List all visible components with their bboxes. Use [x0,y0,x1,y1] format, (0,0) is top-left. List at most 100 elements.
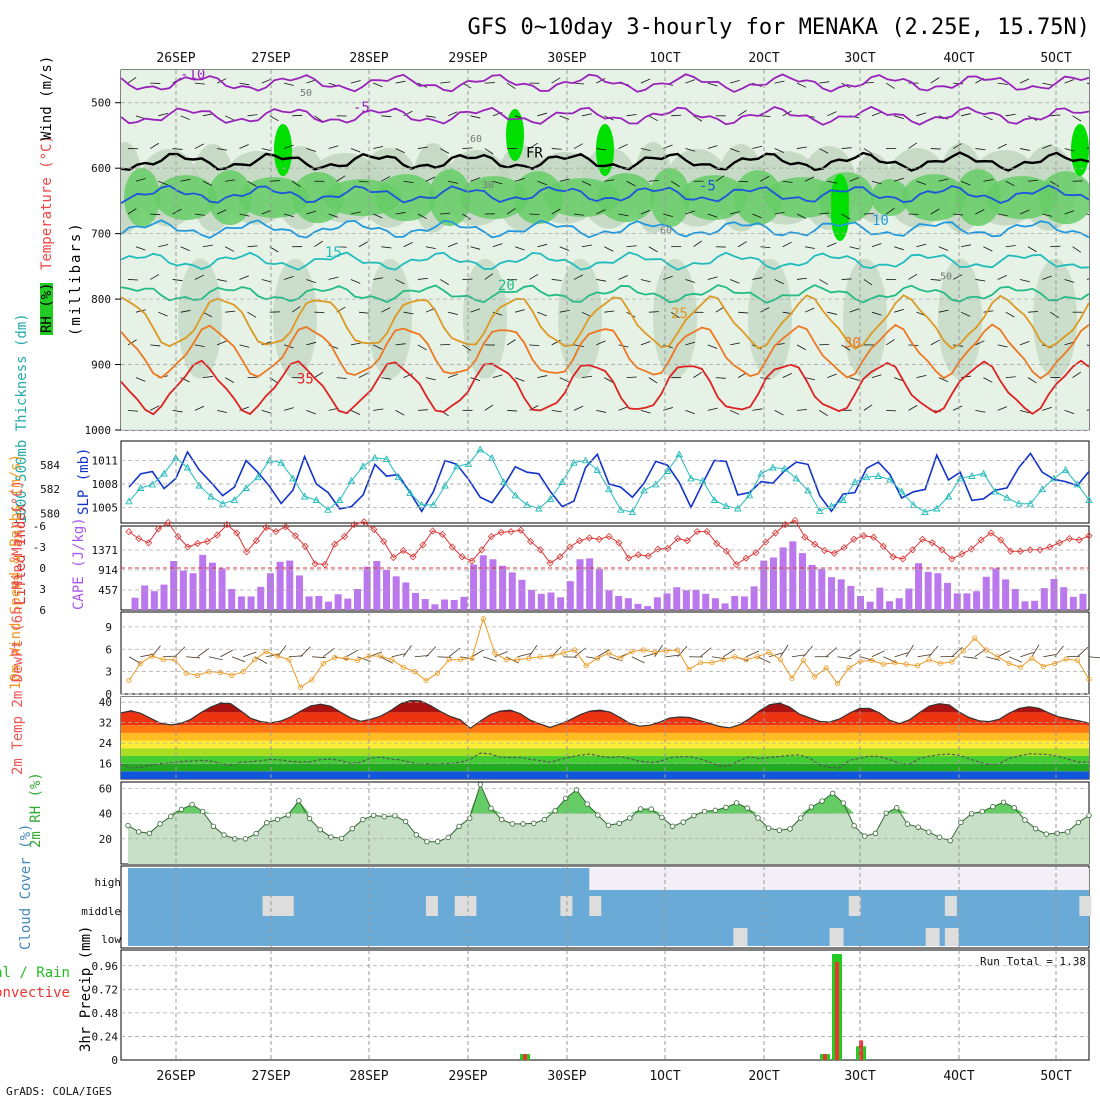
li-point [595,535,603,543]
wind-barb [306,210,317,215]
wind-barb [269,180,280,182]
wind-barb [671,114,682,117]
cape-bar [557,597,565,610]
cape-bar [402,582,410,610]
cape-bar [150,591,158,610]
wind-barb [403,180,414,184]
wind-barb [202,113,213,117]
wind-barb [604,377,614,383]
wind-speed-point [514,657,521,663]
wind-barb [470,246,481,250]
wind-speed-point [720,657,726,663]
wind-barb [1027,246,1037,253]
wind-barb [180,310,191,313]
wind-barb-10m [425,646,437,658]
li-tick-label: 0 [39,562,46,575]
wind-speed-point [994,654,1001,660]
rh-point [221,832,227,838]
li-point [223,521,231,529]
rh-blob [429,169,471,227]
wind-barb [470,177,480,182]
wind-tick-label: 6 [105,643,112,656]
slp-tick-label: 1005 [92,501,119,514]
wind-barb [894,115,904,119]
cape-bar [702,593,710,610]
top-date-label: 26SEP [156,51,195,66]
wind-barb-10m [357,656,371,662]
isotherm-label: 10 [872,213,889,229]
wind-barb [417,409,428,411]
wind10m-labels: 10m Wind Speed & Barbs (m/s) [8,454,24,690]
cape-labels: Lifted Index CAPE (J/kg) [13,504,87,610]
rh-point [424,838,430,845]
wind-barb [239,275,249,280]
temp-color-band [121,740,1089,749]
temp-tick-label: 16 [99,758,112,771]
wind-barb [217,340,227,346]
wind-barb [707,407,718,411]
rh-tick-label: 40 [99,808,112,821]
wind-barb-10m [323,647,335,658]
rh-point [744,805,751,811]
wind-barb [871,311,882,316]
thickness-point [757,469,765,477]
wind-barb [202,180,213,186]
wind-barb [648,311,659,313]
rh-point [627,815,633,821]
cloud-low-gap [733,928,748,946]
wind-barb-10m [1008,656,1023,663]
wind-barb [573,405,584,411]
temp-color-band [121,763,1089,772]
wind-barb-10m [837,656,852,660]
thickness-point [710,496,719,504]
cape-bar [373,561,381,610]
wind-speed-point [754,654,761,660]
cape-bar [170,561,178,610]
thickness-point [535,504,543,512]
cape-bar [944,582,952,610]
wind-speed-point [777,657,784,663]
rh-point [456,823,462,830]
li-point [703,528,711,536]
wind-barb [492,311,503,316]
wind-barb [314,115,323,122]
wind-barb [529,273,539,280]
wind-barb [217,209,227,215]
rh-point [979,808,985,815]
rh-point [264,820,270,826]
wind-barb [685,210,696,215]
li-point [125,528,133,536]
li-point [840,544,848,552]
wind-barb-10m [745,650,760,658]
wind-speed-point [503,657,509,663]
wind-barb [930,148,941,150]
wind-barb [127,409,138,412]
wind-barb [506,208,516,215]
wind-barb [626,245,637,248]
li-point [429,527,437,535]
wind-speed-point [480,616,486,622]
cloud-middle-gap [464,896,477,916]
wind-barb [1042,406,1052,411]
wind-barb [952,143,962,149]
li-point [948,555,956,563]
wind-barb [782,373,792,378]
wind-speed-point [629,648,635,655]
temp-tick-label: 40 [99,696,112,709]
wind-barb [395,212,406,215]
wind-speed-point [423,677,429,684]
wind-barb [127,77,137,84]
li-point [213,531,221,539]
rh-legend-swatch [40,283,53,335]
thickness-point [195,481,203,489]
wind-barb [1019,340,1030,346]
wind-barb [997,344,1008,348]
wind-barb [492,180,503,185]
wind-barb [916,374,927,379]
bottom-date-label: 3OCT [844,1069,875,1084]
wind-barb [127,279,139,281]
wind-speed-point [492,650,498,656]
li-point [243,548,251,556]
wind-barb [247,376,258,379]
li-point [536,546,544,554]
